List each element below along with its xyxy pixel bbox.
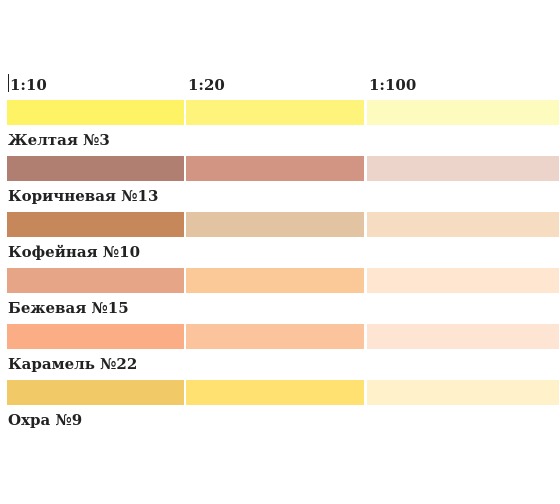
swatch-beige-1-100 <box>367 268 559 293</box>
row-label-beige: Бежевая №15 <box>8 299 129 317</box>
swatch-brown-1-20 <box>186 156 364 181</box>
row-label-coffee: Кофейная №10 <box>8 243 141 261</box>
swatch-coffee-1-20 <box>186 212 364 237</box>
swatch-coffee-1-10 <box>7 212 184 237</box>
swatch-caramel-1-10 <box>7 324 184 349</box>
swatch-yellow-1-10 <box>7 100 184 125</box>
swatch-beige-1-20 <box>186 268 364 293</box>
row-label-caramel: Карамель №22 <box>8 355 138 373</box>
row-label-yellow: Желтая №3 <box>8 131 110 149</box>
ratio-header-1-20: 1:20 <box>188 76 225 94</box>
swatch-caramel-1-100 <box>367 324 559 349</box>
row-label-brown: Коричневая №13 <box>8 187 159 205</box>
swatch-ochre-1-100 <box>367 380 559 405</box>
swatch-brown-1-10 <box>7 156 184 181</box>
ratio-header-1-100: 1:100 <box>369 76 417 94</box>
swatch-beige-1-10 <box>7 268 184 293</box>
swatch-ochre-1-20 <box>186 380 364 405</box>
swatch-ochre-1-10 <box>7 380 184 405</box>
swatch-brown-1-100 <box>367 156 559 181</box>
swatch-yellow-1-100 <box>367 100 559 125</box>
text-cursor <box>8 74 9 92</box>
row-label-ochre: Охра №9 <box>8 411 83 429</box>
swatch-caramel-1-20 <box>186 324 364 349</box>
ratio-header-1-10: 1:10 <box>10 76 47 94</box>
swatch-coffee-1-100 <box>367 212 559 237</box>
swatch-yellow-1-20 <box>186 100 364 125</box>
